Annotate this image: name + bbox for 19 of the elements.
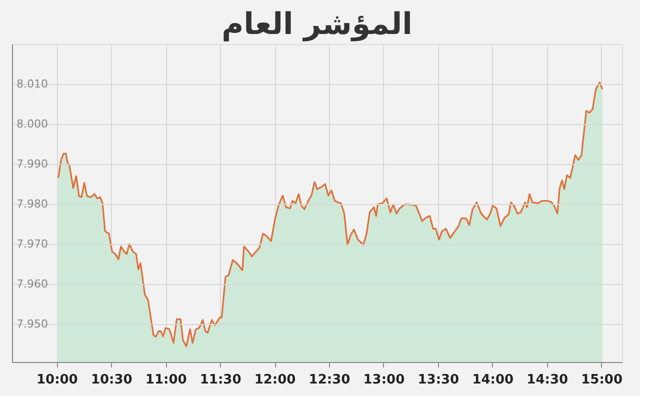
x-tick-label: 13:30 bbox=[418, 372, 460, 388]
x-tick-label: 10:00 bbox=[36, 372, 78, 388]
x-tick-label: 14:30 bbox=[526, 372, 568, 388]
y-tick-label: 8.000 bbox=[16, 118, 48, 130]
y-tick-label: 8.010 bbox=[16, 78, 48, 90]
y-tick-label: 7.970 bbox=[16, 238, 48, 250]
y-tick-label: 7.990 bbox=[16, 158, 48, 170]
y-tick-label: 7.950 bbox=[16, 318, 48, 330]
x-tick-label: 11:00 bbox=[145, 372, 187, 388]
y-tick-label: 7.960 bbox=[16, 278, 48, 290]
chart-title: المؤشر العام bbox=[222, 7, 412, 42]
x-tick-label: 15:00 bbox=[581, 372, 622, 388]
x-tick-label: 12:00 bbox=[254, 372, 296, 388]
x-tick-label: 12:30 bbox=[308, 372, 350, 388]
x-tick-label: 10:30 bbox=[90, 372, 132, 388]
x-tick-label: 13:00 bbox=[363, 372, 405, 388]
x-tick-label: 14:00 bbox=[472, 372, 514, 388]
x-tick-label: 11:30 bbox=[200, 372, 242, 388]
y-tick-label: 7.980 bbox=[16, 198, 48, 210]
